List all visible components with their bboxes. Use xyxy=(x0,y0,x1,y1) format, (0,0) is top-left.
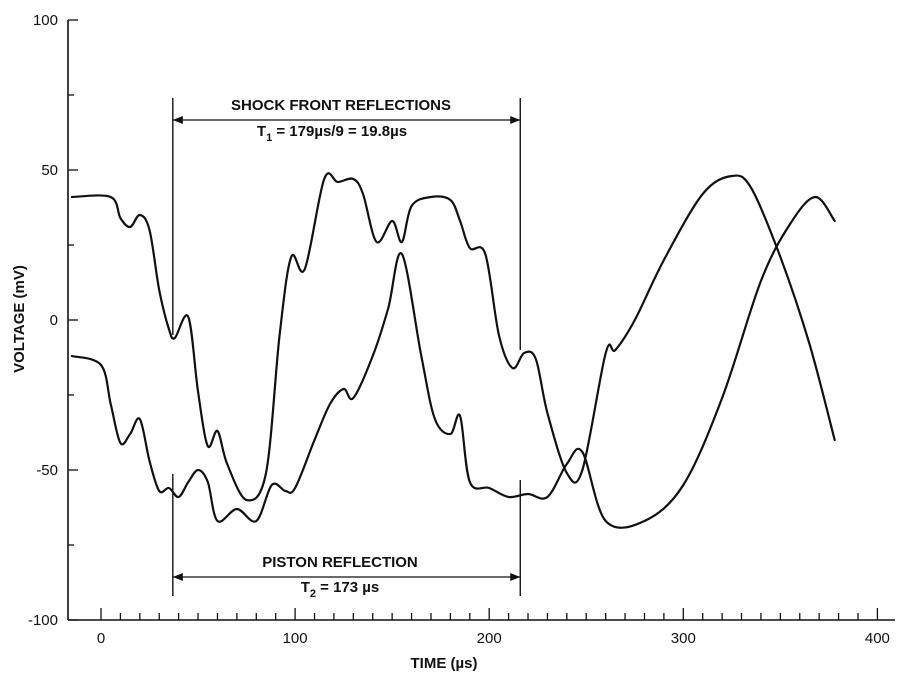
shock-eq-rest: = 179µs/9 = 19.8µs xyxy=(272,123,407,140)
x-tick-label: 100 xyxy=(283,630,308,647)
shock-eq-subscript: 1 xyxy=(266,132,272,144)
curves xyxy=(70,172,836,529)
piston-eq-t: T xyxy=(301,579,310,596)
annotations xyxy=(172,98,521,596)
x-tick-label: 300 xyxy=(671,630,696,647)
y-tick-label: -50 xyxy=(36,462,58,479)
x-tick-label: 400 xyxy=(865,630,890,647)
voltage-trace-2 xyxy=(70,195,836,529)
y-tick-label: -100 xyxy=(28,612,58,629)
piston-eq-subscript: 2 xyxy=(310,588,316,600)
y-tick-label: 100 xyxy=(33,12,58,29)
voltage-trace-1 xyxy=(70,172,836,502)
piston-reflection-equation: T2 = 173 µs xyxy=(301,579,380,600)
x-tick-label: 0 xyxy=(97,630,105,647)
shock-front-equation: T1 = 179µs/9 = 19.8µs xyxy=(257,123,407,144)
x-axis-title: TIME (µs) xyxy=(411,655,478,672)
piston-reflection-title: PISTON REFLECTION xyxy=(262,554,418,571)
piston-arrow-arrowhead-right xyxy=(510,573,521,581)
piston-arrow-arrowhead-left xyxy=(172,573,183,581)
piston-eq-rest: = 173 µs xyxy=(316,579,379,596)
ticks: 100 50 0 -50 -100 0 100 200 300 400 xyxy=(28,12,890,647)
y-tick-label: 50 xyxy=(41,162,58,179)
x-tick-label: 200 xyxy=(477,630,502,647)
shock-arrow-arrowhead-left xyxy=(172,116,183,124)
y-tick-label: 0 xyxy=(50,312,58,329)
shock-arrow-arrowhead-right xyxy=(510,116,521,124)
shock-eq-t: T xyxy=(257,123,266,140)
axes xyxy=(67,20,895,621)
shock-front-title: SHOCK FRONT REFLECTIONS xyxy=(231,97,451,114)
y-axis-title: VOLTAGE (mV) xyxy=(11,265,28,373)
